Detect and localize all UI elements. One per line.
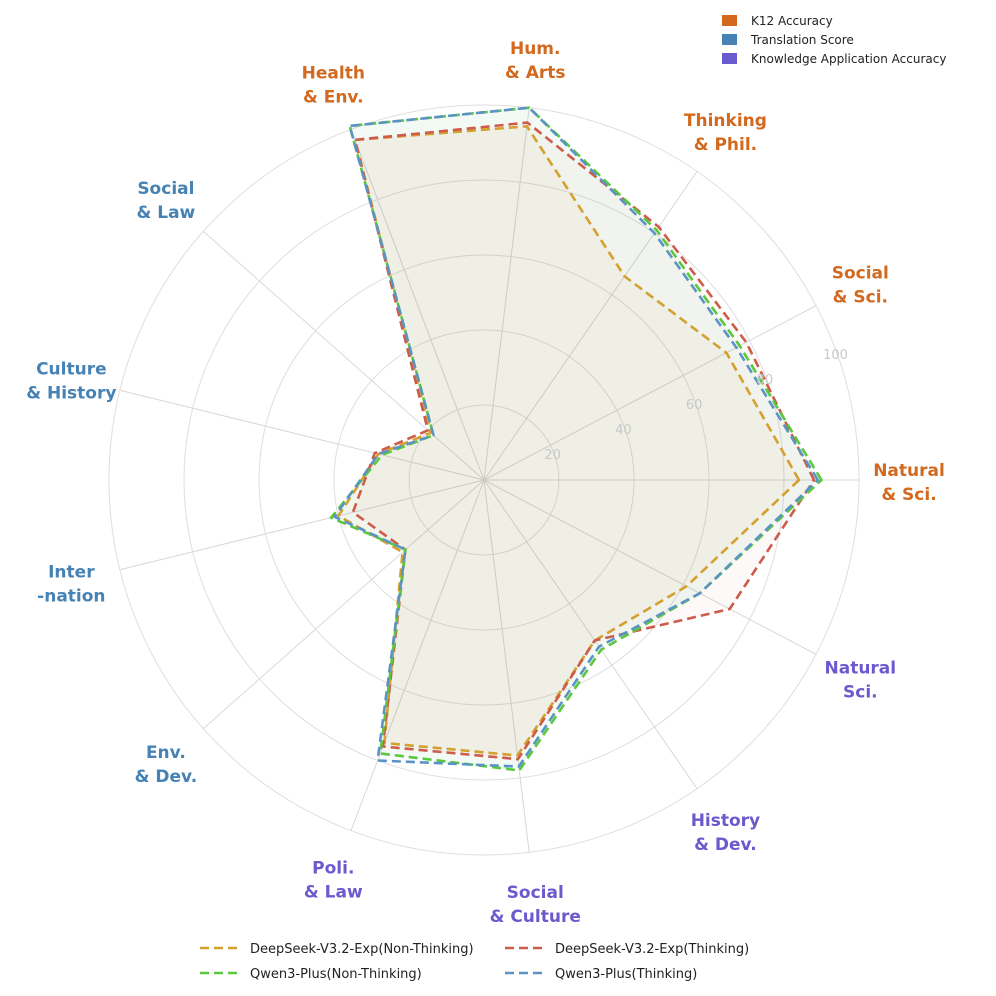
radar-grid <box>108 104 860 856</box>
series-area <box>338 126 799 756</box>
axis-spoke <box>202 230 485 481</box>
axis-spoke <box>119 479 485 571</box>
group-legend-label: K12 Accuracy <box>751 14 833 28</box>
group-legend-swatch <box>722 53 737 64</box>
series-legend: DeepSeek-V3.2-Exp(Non-Thinking) DeepSeek-… <box>200 942 749 982</box>
category-label: Poli. & Law <box>304 858 363 902</box>
category-label: Env. & Dev. <box>135 743 198 787</box>
category-label: Hum. & Arts <box>505 39 566 83</box>
category-label: History & Dev. <box>691 811 760 855</box>
tick-label: 20 <box>544 448 561 463</box>
group-legend-label: Translation Score <box>750 33 854 47</box>
group-legend-label: Knowledge Application Accuracy <box>751 52 946 66</box>
axis-spoke <box>483 479 530 853</box>
axis-spoke <box>350 129 485 481</box>
tick-label: 100 <box>823 348 848 363</box>
category-label: Social & Law <box>137 179 196 223</box>
series-area <box>334 107 818 767</box>
category-label: Natural & Sci. <box>873 461 945 505</box>
category-label: Natural Sci. <box>825 659 897 703</box>
series-legend-label: Qwen3-Plus(Non-Thinking) <box>250 967 422 982</box>
category-label: Health & Env. <box>302 64 365 108</box>
axis-spoke <box>483 479 817 655</box>
category-label: Social & Sci. <box>832 263 889 307</box>
series-legend-label: DeepSeek-V3.2-Exp(Thinking) <box>555 942 749 957</box>
group-legend-swatch <box>722 15 737 26</box>
axis-spoke <box>350 479 485 831</box>
axis-spoke <box>483 171 698 481</box>
group-legend: K12 Accuracy Translation Score Knowledge A… <box>722 14 946 66</box>
series-legend-label: DeepSeek-V3.2-Exp(Non-Thinking) <box>250 942 474 957</box>
category-label: Social & Culture <box>490 883 581 927</box>
series-area <box>331 107 822 771</box>
tick-label: 60 <box>686 398 703 413</box>
category-label: Inter -nation <box>37 563 105 607</box>
axis-spoke <box>202 479 485 730</box>
axis-spoke <box>483 107 530 481</box>
category-label: Culture & History <box>26 359 116 403</box>
axis-spoke <box>119 389 485 481</box>
axis-spoke <box>483 479 698 789</box>
axis-spoke <box>483 305 817 481</box>
group-legend-swatch <box>722 34 737 45</box>
radial-tick-labels: 20 40 60 80 100 <box>544 348 848 463</box>
tick-label: 40 <box>615 423 632 438</box>
radar-series <box>329 106 823 772</box>
category-labels: Natural & Sci. Social & Sci. Thinking & Phil.… <box>26 39 945 927</box>
series-legend-label: Qwen3-Plus(Thinking) <box>555 967 697 982</box>
series-line <box>333 106 820 768</box>
category-label: Thinking & Phil. <box>684 111 767 155</box>
tick-label: 80 <box>757 373 774 388</box>
